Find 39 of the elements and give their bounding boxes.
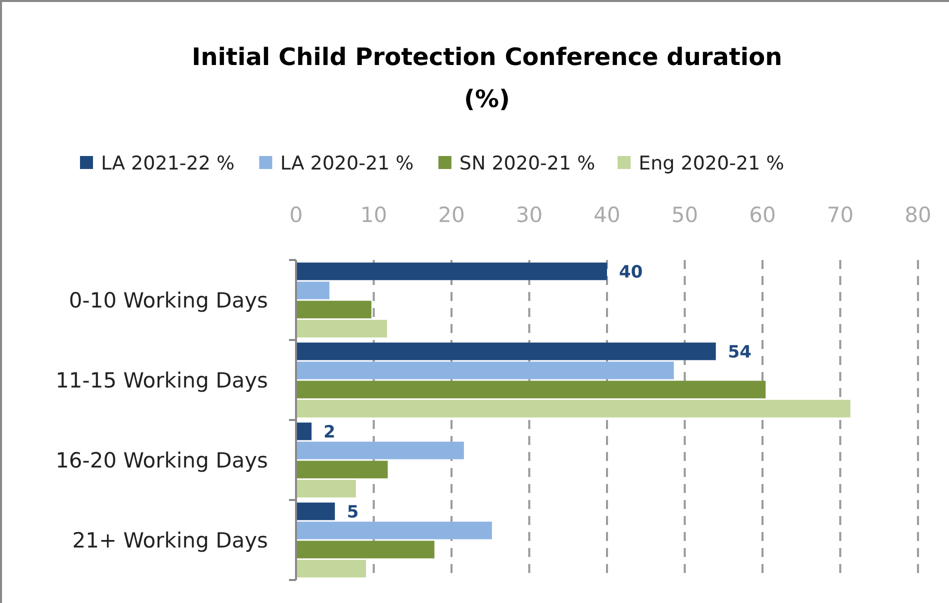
x-tick-label: 60 <box>749 203 776 227</box>
x-tick-label: 20 <box>438 203 465 227</box>
data-label: 5 <box>346 502 359 522</box>
bar <box>296 480 356 498</box>
bar <box>296 560 366 578</box>
x-tick-label: 30 <box>516 203 543 227</box>
x-tick-label: 70 <box>826 203 854 227</box>
bar <box>296 460 388 478</box>
bar <box>296 300 372 318</box>
chart-subtitle: (%) <box>464 85 510 113</box>
legend-label: Eng 2020-21 % <box>638 152 784 175</box>
data-label: 54 <box>728 342 752 362</box>
bar <box>296 362 674 380</box>
x-tick-label: 0 <box>289 203 303 227</box>
x-tick-label: 80 <box>904 203 932 227</box>
bar <box>296 540 434 558</box>
x-tick-label: 10 <box>360 203 388 227</box>
bar <box>296 442 464 460</box>
data-label: 40 <box>619 262 643 282</box>
x-tick-label: 50 <box>671 203 698 227</box>
y-tick-label: 21+ Working Days <box>72 528 268 552</box>
bar <box>296 522 492 540</box>
bar <box>296 320 387 338</box>
bar <box>296 380 766 398</box>
y-tick-label: 0-10 Working Days <box>68 288 268 312</box>
legend-label: LA 2021-22 % <box>101 152 235 175</box>
legend-label: SN 2020-21 % <box>459 152 596 175</box>
legend-label: LA 2020-21 % <box>280 152 414 175</box>
x-tick-label: 40 <box>594 203 620 227</box>
y-tick-label: 11-15 Working Days <box>56 368 268 392</box>
y-tick-label: 16-20 Working Days <box>56 448 268 472</box>
bar <box>296 342 716 360</box>
bar <box>296 262 607 280</box>
data-label: 2 <box>324 422 336 442</box>
bar <box>296 502 335 520</box>
bar <box>296 422 312 440</box>
chart-title: Initial Child Protection Conference duration <box>192 43 782 71</box>
bar <box>296 400 850 418</box>
bar <box>296 282 330 300</box>
